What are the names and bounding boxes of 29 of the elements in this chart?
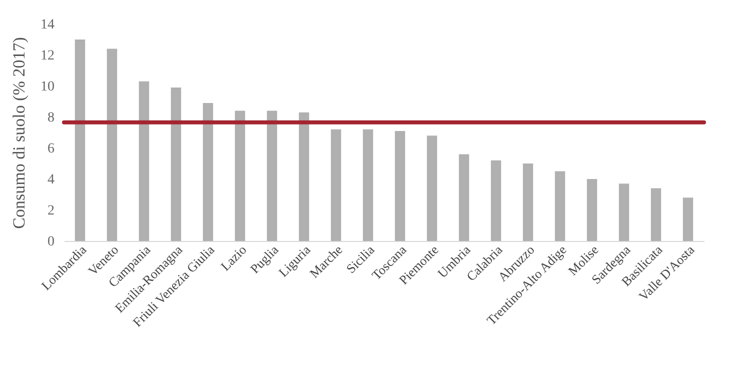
bar (138, 81, 150, 241)
bar (618, 184, 630, 241)
y-tick-label: 10 (40, 80, 54, 94)
bar (330, 129, 342, 241)
y-tick-label: 8 (48, 110, 54, 126)
y-tick-label: 0 (48, 234, 54, 250)
bar (298, 112, 310, 241)
bar (458, 154, 470, 241)
bar (586, 179, 598, 241)
bar (74, 40, 86, 241)
y-tick-label: 14 (40, 18, 54, 32)
bar (266, 110, 278, 241)
bar (362, 129, 374, 241)
bar (106, 48, 118, 241)
y-tick-label: 6 (48, 142, 54, 156)
bar (490, 160, 502, 241)
bar (650, 188, 662, 241)
bar (170, 88, 182, 241)
y-tick-label: 12 (40, 48, 54, 64)
bar (426, 136, 438, 241)
y-tick-label: 4 (48, 172, 54, 188)
bar (202, 103, 214, 241)
bar (522, 164, 534, 241)
bar (682, 198, 694, 241)
bar (394, 130, 406, 241)
bar (554, 171, 566, 241)
y-tick-label: 2 (48, 204, 54, 218)
bar (234, 110, 246, 241)
y-axis-title: Consumo di suolo (% 2017) (10, 37, 28, 229)
